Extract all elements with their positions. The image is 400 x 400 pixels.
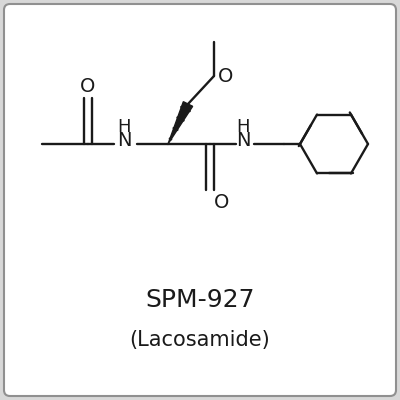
Text: O: O — [218, 66, 233, 86]
Text: H: H — [236, 118, 250, 136]
Text: N: N — [236, 130, 250, 150]
Text: N: N — [117, 130, 131, 150]
Polygon shape — [168, 102, 193, 144]
Text: (Lacosamide): (Lacosamide) — [130, 330, 270, 350]
Text: H: H — [117, 118, 131, 136]
Text: SPM-927: SPM-927 — [145, 288, 255, 312]
FancyBboxPatch shape — [4, 4, 396, 396]
Text: O: O — [80, 76, 96, 96]
Text: O: O — [214, 192, 230, 212]
